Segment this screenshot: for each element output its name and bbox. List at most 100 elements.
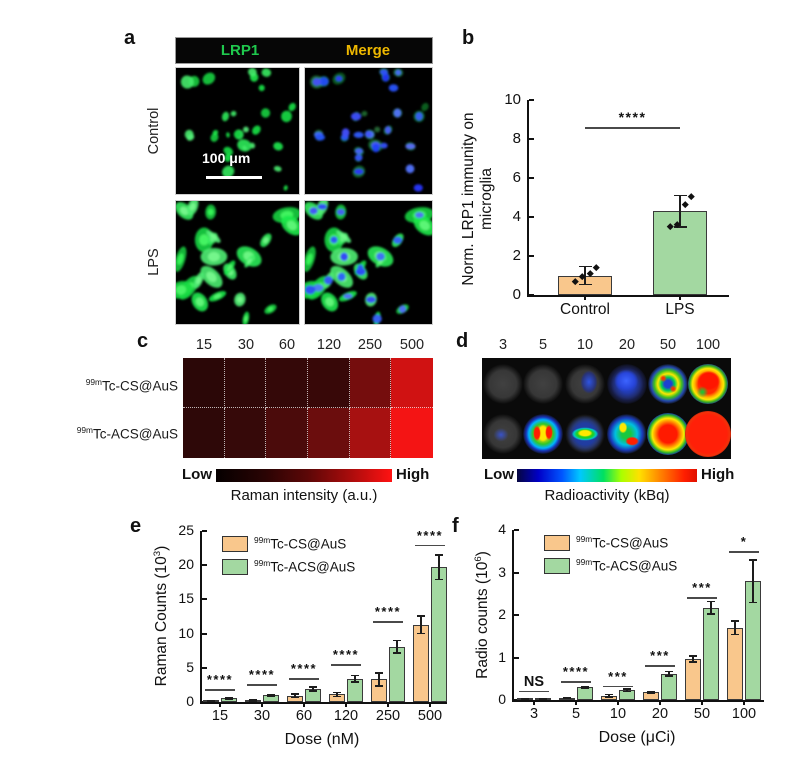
panel-b-y-axis-title: Norm. LRP1 immunity on microglia bbox=[460, 84, 498, 314]
legend-label-acs: 99mTc-ACS@AuS bbox=[576, 557, 678, 574]
significance-label: **** bbox=[618, 109, 647, 126]
fluorescence-svg bbox=[176, 201, 299, 324]
error-bar-cap bbox=[673, 194, 687, 197]
error-bar bbox=[734, 620, 736, 635]
error-bar-cap bbox=[351, 681, 359, 683]
raman-intensity-heatmap bbox=[182, 357, 434, 459]
error-bar-cap bbox=[521, 697, 529, 700]
y-axis-tick bbox=[202, 530, 207, 532]
error-bar-cap bbox=[435, 578, 443, 581]
heatmap-cell bbox=[183, 358, 225, 408]
legend-swatch-cs bbox=[544, 535, 570, 551]
well-gray bbox=[523, 364, 563, 404]
x-axis-tick bbox=[387, 702, 389, 707]
y-axis-tick bbox=[529, 294, 534, 296]
error-bar-cap bbox=[225, 698, 233, 700]
error-bar-cap bbox=[435, 554, 443, 556]
significance-line bbox=[331, 664, 361, 666]
heatmap-cell bbox=[224, 408, 267, 458]
error-bar-cap bbox=[333, 691, 341, 694]
error-bar-cap bbox=[581, 687, 589, 689]
heatmap-cell bbox=[224, 358, 267, 408]
x-tick-label: 3 bbox=[529, 706, 539, 722]
significance-label: **** bbox=[248, 667, 276, 683]
scale-bar bbox=[206, 176, 262, 179]
error-bar-cap bbox=[707, 600, 715, 603]
bar-Tc-ACS@AuS-500 bbox=[431, 567, 447, 702]
panel-d-low-label: Low bbox=[484, 466, 514, 483]
error-bar bbox=[710, 601, 712, 615]
significance-line bbox=[519, 690, 549, 693]
error-bar-cap bbox=[563, 697, 571, 700]
y-axis-tick bbox=[202, 701, 207, 703]
error-bar bbox=[692, 655, 694, 662]
x-axis-tick bbox=[679, 295, 681, 300]
error-bar bbox=[679, 195, 681, 227]
error-bar-cap bbox=[563, 696, 571, 699]
x-tick-label: Control bbox=[560, 301, 610, 318]
x-tick-label: 60 bbox=[295, 708, 313, 724]
well-full-red bbox=[685, 411, 731, 457]
y-axis-tick bbox=[202, 564, 207, 567]
y-axis-tick bbox=[529, 216, 534, 218]
error-bar-cap bbox=[291, 696, 299, 699]
error-bar bbox=[312, 686, 314, 692]
significance-label: **** bbox=[416, 527, 444, 543]
data-point bbox=[593, 263, 600, 271]
x-tick-label: 20 bbox=[651, 706, 669, 722]
x-axis-tick bbox=[659, 700, 661, 705]
error-bar-cap bbox=[578, 283, 592, 286]
y-tick-label: 10 bbox=[178, 624, 194, 641]
panel-c-dose-250: 250 bbox=[357, 337, 383, 353]
error-bar-cap bbox=[689, 661, 697, 663]
heatmap-cell bbox=[391, 358, 433, 408]
error-bar-cap bbox=[749, 559, 757, 561]
y-axis-tick bbox=[202, 666, 207, 669]
significance-label: *** bbox=[692, 580, 712, 596]
significance-line bbox=[561, 681, 591, 683]
error-bar bbox=[608, 694, 610, 698]
x-tick-label: 5 bbox=[571, 706, 581, 722]
y-axis-tick bbox=[514, 614, 519, 616]
heatmap-cell bbox=[308, 408, 350, 458]
significance-line bbox=[645, 665, 675, 667]
row-label-control: Control bbox=[146, 107, 162, 155]
error-bar-cap bbox=[267, 693, 275, 696]
bar-Tc-CS@AuS-50 bbox=[685, 658, 701, 700]
panel-f-bar-chart: 0 1 2 3 4 3 5 10 20 50 100 NS **** *** *** *** * bbox=[498, 521, 764, 722]
heatmap-cell bbox=[266, 408, 308, 458]
panel-c-row-label-cs: 99mTc-CS@AuS bbox=[85, 377, 178, 394]
panel-f-label: f bbox=[452, 515, 459, 537]
error-bar bbox=[336, 692, 338, 697]
significance-label: **** bbox=[562, 664, 590, 680]
x-tick-label: 120 bbox=[333, 708, 359, 724]
panel-d-dose-100: 100 bbox=[695, 337, 721, 353]
panel-c-dose-120: 120 bbox=[316, 337, 342, 353]
error-bar bbox=[668, 671, 670, 676]
data-point bbox=[688, 193, 695, 200]
error-bar-cap bbox=[731, 620, 739, 622]
x-axis-tick bbox=[429, 702, 431, 707]
fluorescence-image-control-lrp1: 100 μm bbox=[175, 67, 300, 195]
y-axis-tick bbox=[514, 529, 519, 531]
y-axis-tick bbox=[529, 138, 534, 140]
heatmap-cell bbox=[308, 358, 350, 408]
legend-label-acs: 99mTc-ACS@AuS bbox=[254, 558, 356, 575]
error-bar-cap bbox=[665, 670, 673, 673]
error-bar-cap bbox=[707, 613, 715, 615]
panel-c-dose-60: 60 bbox=[278, 337, 296, 353]
error-bar bbox=[378, 672, 380, 686]
bar-Tc-ACS@AuS-5 bbox=[577, 687, 593, 700]
error-bar-cap bbox=[539, 698, 547, 700]
heatmap-cell bbox=[349, 408, 392, 458]
panel-b-label: b bbox=[462, 27, 475, 49]
well-red-ring bbox=[647, 413, 689, 455]
x-axis-tick bbox=[303, 702, 305, 707]
fluorescence-svg bbox=[305, 201, 432, 324]
y-axis-tick bbox=[529, 99, 534, 101]
well-ring bbox=[648, 364, 688, 404]
significance-line bbox=[373, 621, 403, 623]
panel-d-high-label: High bbox=[701, 466, 735, 483]
error-bar-cap bbox=[393, 639, 401, 642]
fluorescence-svg bbox=[176, 68, 299, 194]
